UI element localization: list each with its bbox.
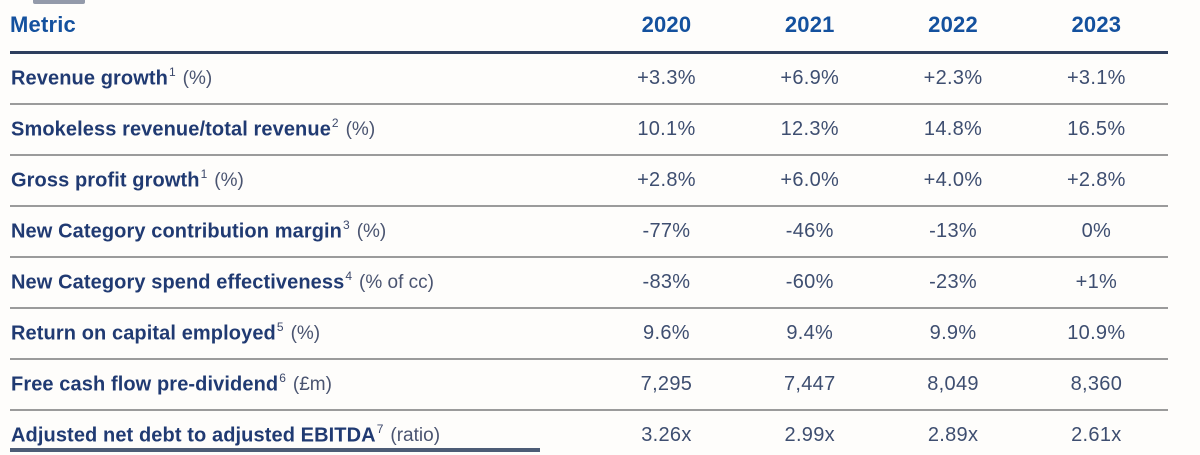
metric-value: 9.4% [738, 308, 882, 360]
metric-value: -23% [881, 257, 1025, 309]
metric-value: 9.6% [594, 308, 739, 360]
metric-name-cell: New Category contribution margin3 (%) [10, 206, 595, 258]
column-header-2023: 2023 [1024, 6, 1168, 54]
metric-value: 10.9% [1024, 308, 1168, 360]
table-row: New Category contribution margin3 (%) -77… [10, 206, 1168, 258]
metric-value: 0% [1024, 206, 1168, 258]
column-header-2022: 2022 [881, 6, 1025, 54]
metric-value: 12.3% [738, 104, 882, 156]
metric-value: -60% [738, 257, 882, 309]
metric-name-cell: Free cash flow pre-dividend6 (£m) [10, 359, 595, 411]
metric-unit: (%) [182, 68, 213, 90]
table-row: Gross profit growth1 (%) +2.8% +6.0% +4.0… [10, 155, 1168, 207]
table-row: Adjusted net debt to adjusted EBITDA7 (ra… [10, 410, 1168, 455]
metric-value: 7,447 [738, 359, 882, 411]
table-row: Smokeless revenue/total revenue2 (%) 10.1… [10, 104, 1168, 156]
footnote-marker: 3 [343, 217, 350, 232]
metric-value: -13% [881, 206, 1025, 258]
metric-name-cell: Gross profit growth1 (%) [10, 155, 595, 207]
metric-value: 8,360 [1024, 359, 1168, 411]
metric-name-cell: Return on capital employed5 (%) [10, 308, 595, 360]
metric-value: +2.8% [594, 155, 739, 207]
table-body: Revenue growth1 (%) +3.3% +6.9% +2.3% +3.… [10, 52, 1168, 455]
metric-label: Free cash flow pre-dividend [11, 373, 279, 396]
metric-value: 10.1% [594, 104, 739, 156]
metric-value: +6.9% [738, 52, 882, 105]
table-row: New Category spend effectiveness4 (% of c… [10, 257, 1168, 309]
metric-value: 2.89x [927, 424, 979, 446]
footnote-marker: 7 [376, 421, 384, 436]
table-header: Metric 2020 2021 2022 2023 [10, 6, 1168, 54]
cropped-edge-artifact [33, 0, 85, 4]
metric-value: 2.99x [784, 424, 835, 446]
footnote-marker: 5 [276, 319, 284, 334]
metric-name-cell: Revenue growth1 (%) [10, 52, 595, 105]
column-header-2020: 2020 [594, 6, 739, 54]
metric-value: 3.26x [641, 424, 692, 446]
column-header-metric: Metric [10, 6, 595, 54]
table-row: Revenue growth1 (%) +3.3% +6.9% +2.3% +3.… [10, 52, 1168, 105]
footnote-marker: 1 [168, 64, 176, 79]
metric-value: -83% [594, 257, 739, 309]
metric-label: New Category spend effectiveness [11, 271, 345, 294]
metric-name-cell: New Category spend effectiveness4 (% of c… [10, 257, 595, 309]
metric-unit: (%) [356, 221, 387, 243]
metric-value: 16.5% [1024, 104, 1168, 156]
metric-unit: (%) [214, 170, 244, 192]
metric-unit: (%) [290, 323, 321, 345]
metric-value: 2.61x [1071, 424, 1122, 446]
metric-value: -77% [594, 206, 739, 258]
metric-value: +4.0% [881, 155, 1025, 207]
metric-name-cell: Smokeless revenue/total revenue2 (%) [10, 104, 595, 156]
table-bottom-rule [10, 448, 540, 452]
table-row: Free cash flow pre-dividend6 (£m) 7,295 7… [10, 359, 1168, 411]
metric-value: -46% [738, 206, 882, 258]
metric-unit: (%) [345, 119, 376, 141]
metric-value: +3.1% [1024, 52, 1168, 105]
metric-label: Smokeless revenue/total revenue [11, 118, 331, 141]
metric-value: +3.3% [594, 52, 739, 105]
metric-value: +6.0% [738, 155, 882, 207]
metric-value: +2.3% [881, 52, 1025, 105]
metric-value: 8,049 [881, 359, 1025, 411]
metric-name-cell: Adjusted net debt to adjusted EBITDA7 (ra… [10, 410, 595, 455]
header-row: Metric 2020 2021 2022 2023 [10, 6, 1168, 54]
table-row: Return on capital employed5 (%) 9.6% 9.4%… [10, 308, 1168, 360]
metric-label: Gross profit growth [11, 169, 200, 192]
metric-label: Return on capital employed [11, 322, 276, 345]
footnote-marker: 2 [331, 115, 339, 130]
metric-value: 9.9% [881, 308, 1025, 360]
metric-value: 14.8% [881, 104, 1025, 156]
metric-unit: (ratio) [390, 425, 441, 447]
metric-unit: (% of cc) [359, 272, 434, 294]
metric-unit: (£m) [292, 374, 332, 396]
footnote-marker: 1 [200, 166, 208, 181]
metrics-table: Metric 2020 2021 2022 2023 Revenue growt… [10, 6, 1168, 455]
metric-value: 7,295 [594, 359, 739, 411]
footnote-marker: 6 [279, 370, 286, 385]
metric-value: +2.8% [1024, 155, 1168, 207]
footnote-marker: 4 [345, 268, 353, 283]
metric-label: Adjusted net debt to adjusted EBITDA [11, 424, 376, 447]
metric-label: Revenue growth [11, 67, 168, 90]
column-header-2021: 2021 [738, 6, 882, 54]
metric-value: +1% [1024, 257, 1168, 309]
metric-label: New Category contribution margin [11, 220, 343, 243]
